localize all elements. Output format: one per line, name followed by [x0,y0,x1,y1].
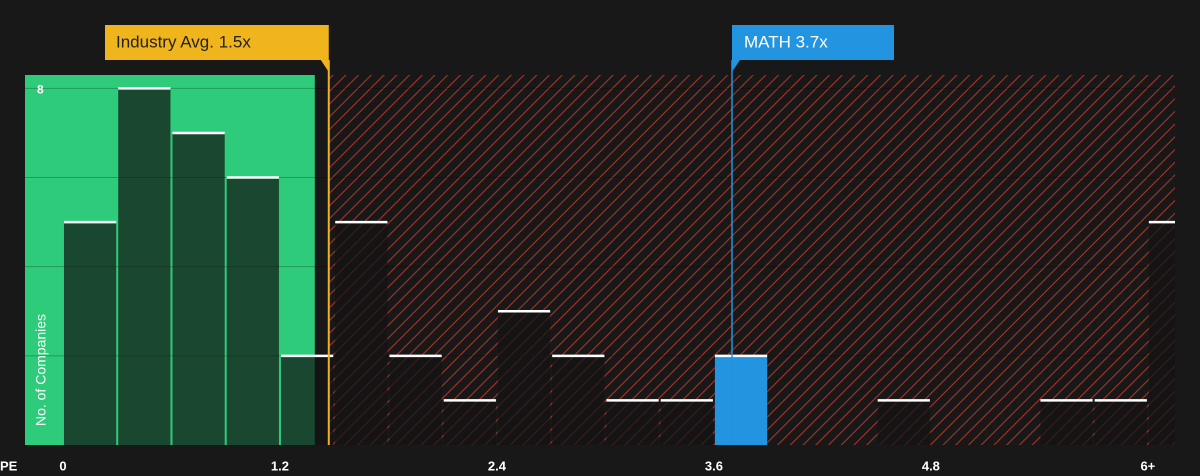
x-tick-label: 6+ [1140,458,1155,473]
company-label: MATH 3.7x [744,32,828,51]
industry-avg-box [105,25,329,60]
bar [335,222,388,445]
bar [497,311,551,445]
x-axis-label: PE [0,458,18,473]
bar [226,177,279,445]
y-axis-label: No. of Companies [33,314,49,426]
bar [877,400,930,445]
bar [1040,400,1093,445]
x-tick-label: 3.6 [705,458,723,473]
x-tick-label: 4.8 [922,458,940,473]
bar [63,222,117,445]
bar [552,355,605,445]
bar [714,355,768,445]
company-pointer [731,60,740,72]
bar [660,400,713,445]
bar [443,400,496,445]
industry-avg-label: Industry Avg. 1.5x [116,32,251,51]
bar [606,400,659,445]
bar [118,88,171,445]
x-tick-label: 1.2 [271,458,289,473]
x-tick-label: 2.4 [488,458,507,473]
y-tick-label: 8 [37,83,44,97]
bar [1094,400,1147,445]
bar [172,132,225,445]
industry-avg-pointer [320,60,329,72]
bars [63,87,1175,445]
bar [389,355,442,445]
x-tick-label: 0 [59,458,66,473]
company-box [731,25,894,60]
bar [1148,222,1175,445]
bar [280,355,334,445]
